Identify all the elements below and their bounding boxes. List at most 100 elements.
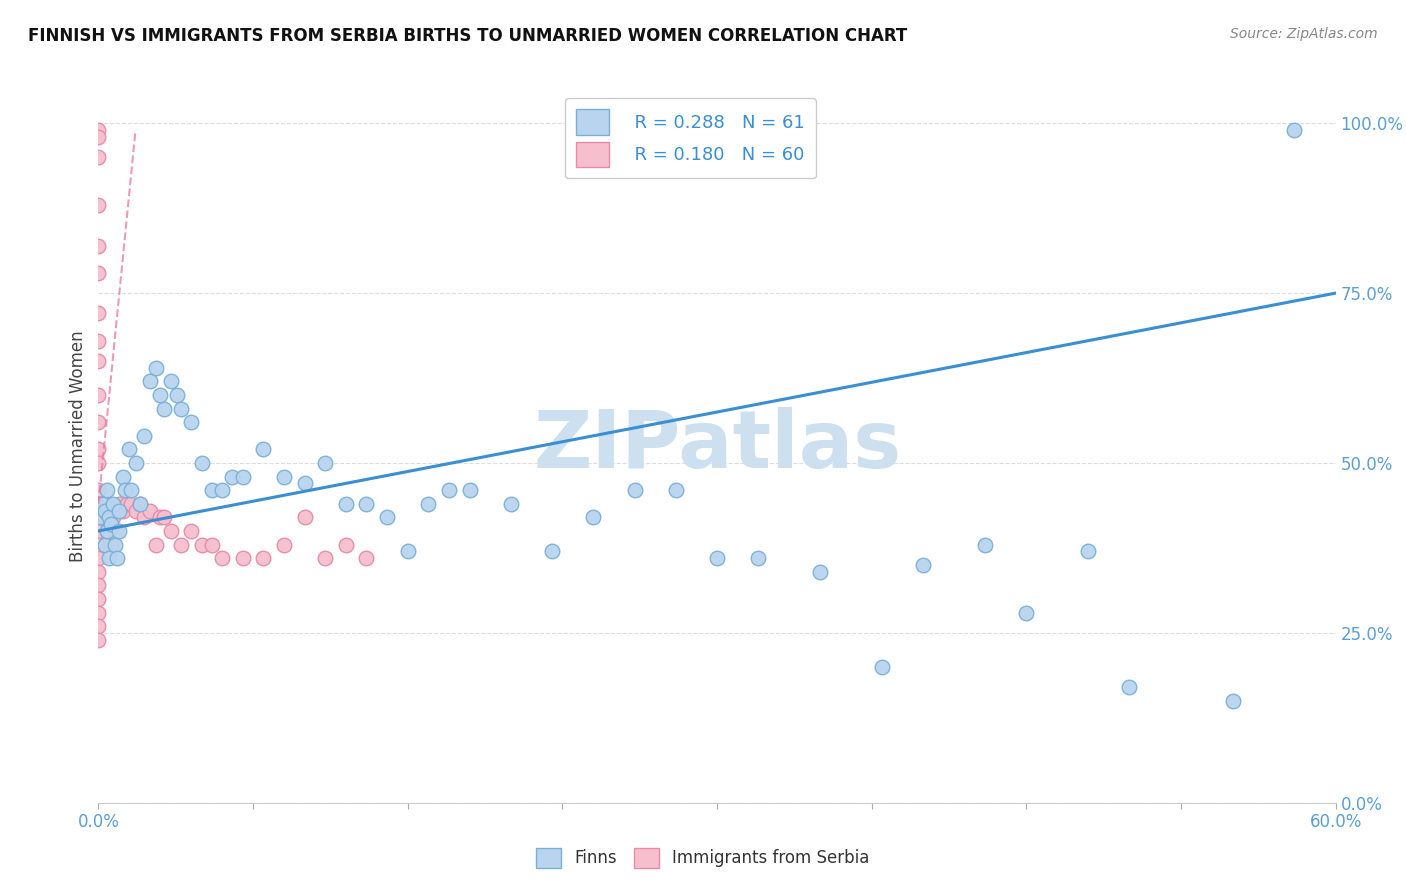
Point xyxy=(335,497,357,511)
Point xyxy=(294,510,316,524)
Point xyxy=(375,510,398,524)
Point xyxy=(87,510,110,524)
Point xyxy=(211,551,233,566)
Text: FINNISH VS IMMIGRANTS FROM SERBIA BIRTHS TO UNMARRIED WOMEN CORRELATION CHART: FINNISH VS IMMIGRANTS FROM SERBIA BIRTHS… xyxy=(28,27,907,45)
Point xyxy=(201,483,224,498)
Point xyxy=(1118,680,1140,694)
Point xyxy=(1284,123,1306,137)
Point xyxy=(112,503,135,517)
Point xyxy=(1077,544,1099,558)
Point xyxy=(87,129,110,144)
Point xyxy=(104,537,127,551)
Point xyxy=(153,401,176,416)
Point xyxy=(396,544,419,558)
Point xyxy=(706,551,728,566)
Point xyxy=(87,306,110,320)
Point xyxy=(180,524,202,538)
Point xyxy=(335,537,357,551)
Point xyxy=(87,578,110,592)
Point xyxy=(97,524,120,538)
Point xyxy=(96,483,118,498)
Point xyxy=(159,524,181,538)
Point xyxy=(91,510,114,524)
Point xyxy=(91,497,114,511)
Point xyxy=(170,537,193,551)
Point xyxy=(128,497,150,511)
Point xyxy=(96,524,118,538)
Point xyxy=(190,537,212,551)
Point xyxy=(91,497,114,511)
Point xyxy=(120,483,142,498)
Legend:   R = 0.288   N = 61,   R = 0.180   N = 60: R = 0.288 N = 61, R = 0.180 N = 60 xyxy=(565,98,815,178)
Point xyxy=(87,591,110,606)
Point xyxy=(108,503,131,517)
Point xyxy=(273,469,295,483)
Point xyxy=(170,401,193,416)
Point xyxy=(132,510,155,524)
Point xyxy=(912,558,935,572)
Point xyxy=(149,388,172,402)
Point xyxy=(100,517,122,532)
Point xyxy=(120,497,142,511)
Point xyxy=(139,375,162,389)
Point xyxy=(124,503,146,517)
Point xyxy=(356,551,378,566)
Point xyxy=(114,483,136,498)
Point xyxy=(108,497,131,511)
Y-axis label: Births to Unmarried Women: Births to Unmarried Women xyxy=(69,330,87,562)
Point xyxy=(87,334,110,348)
Point xyxy=(87,497,110,511)
Point xyxy=(87,524,110,538)
Point xyxy=(87,415,110,429)
Point xyxy=(87,565,110,579)
Point xyxy=(149,510,172,524)
Point xyxy=(105,551,128,566)
Point xyxy=(97,510,120,524)
Point xyxy=(201,537,224,551)
Point xyxy=(118,442,141,457)
Point xyxy=(87,606,110,620)
Point xyxy=(437,483,460,498)
Point xyxy=(87,442,110,457)
Point xyxy=(153,510,176,524)
Point xyxy=(87,238,110,252)
Point xyxy=(100,537,122,551)
Point xyxy=(101,510,124,524)
Point xyxy=(232,551,254,566)
Point xyxy=(89,510,111,524)
Text: Source: ZipAtlas.com: Source: ZipAtlas.com xyxy=(1230,27,1378,41)
Point xyxy=(87,266,110,280)
Point xyxy=(101,497,124,511)
Legend: Finns, Immigrants from Serbia: Finns, Immigrants from Serbia xyxy=(530,841,876,875)
Point xyxy=(541,544,564,558)
Point xyxy=(623,483,645,498)
Point xyxy=(96,524,118,538)
Point xyxy=(117,497,139,511)
Point xyxy=(87,551,110,566)
Point xyxy=(356,497,378,511)
Point xyxy=(159,375,181,389)
Point xyxy=(665,483,688,498)
Point xyxy=(870,660,893,674)
Point xyxy=(89,510,111,524)
Text: ZIPatlas: ZIPatlas xyxy=(533,407,901,485)
Point xyxy=(87,198,110,212)
Point xyxy=(252,442,274,457)
Point xyxy=(132,429,155,443)
Point xyxy=(89,497,111,511)
Point xyxy=(87,619,110,633)
Point xyxy=(232,469,254,483)
Point xyxy=(87,123,110,137)
Point xyxy=(128,497,150,511)
Point xyxy=(87,150,110,164)
Point xyxy=(93,537,115,551)
Point xyxy=(166,388,188,402)
Point xyxy=(87,483,110,498)
Point xyxy=(108,524,131,538)
Point xyxy=(145,360,167,375)
Point xyxy=(97,551,120,566)
Point xyxy=(747,551,769,566)
Point xyxy=(974,537,997,551)
Point xyxy=(1015,606,1038,620)
Point xyxy=(1222,694,1244,708)
